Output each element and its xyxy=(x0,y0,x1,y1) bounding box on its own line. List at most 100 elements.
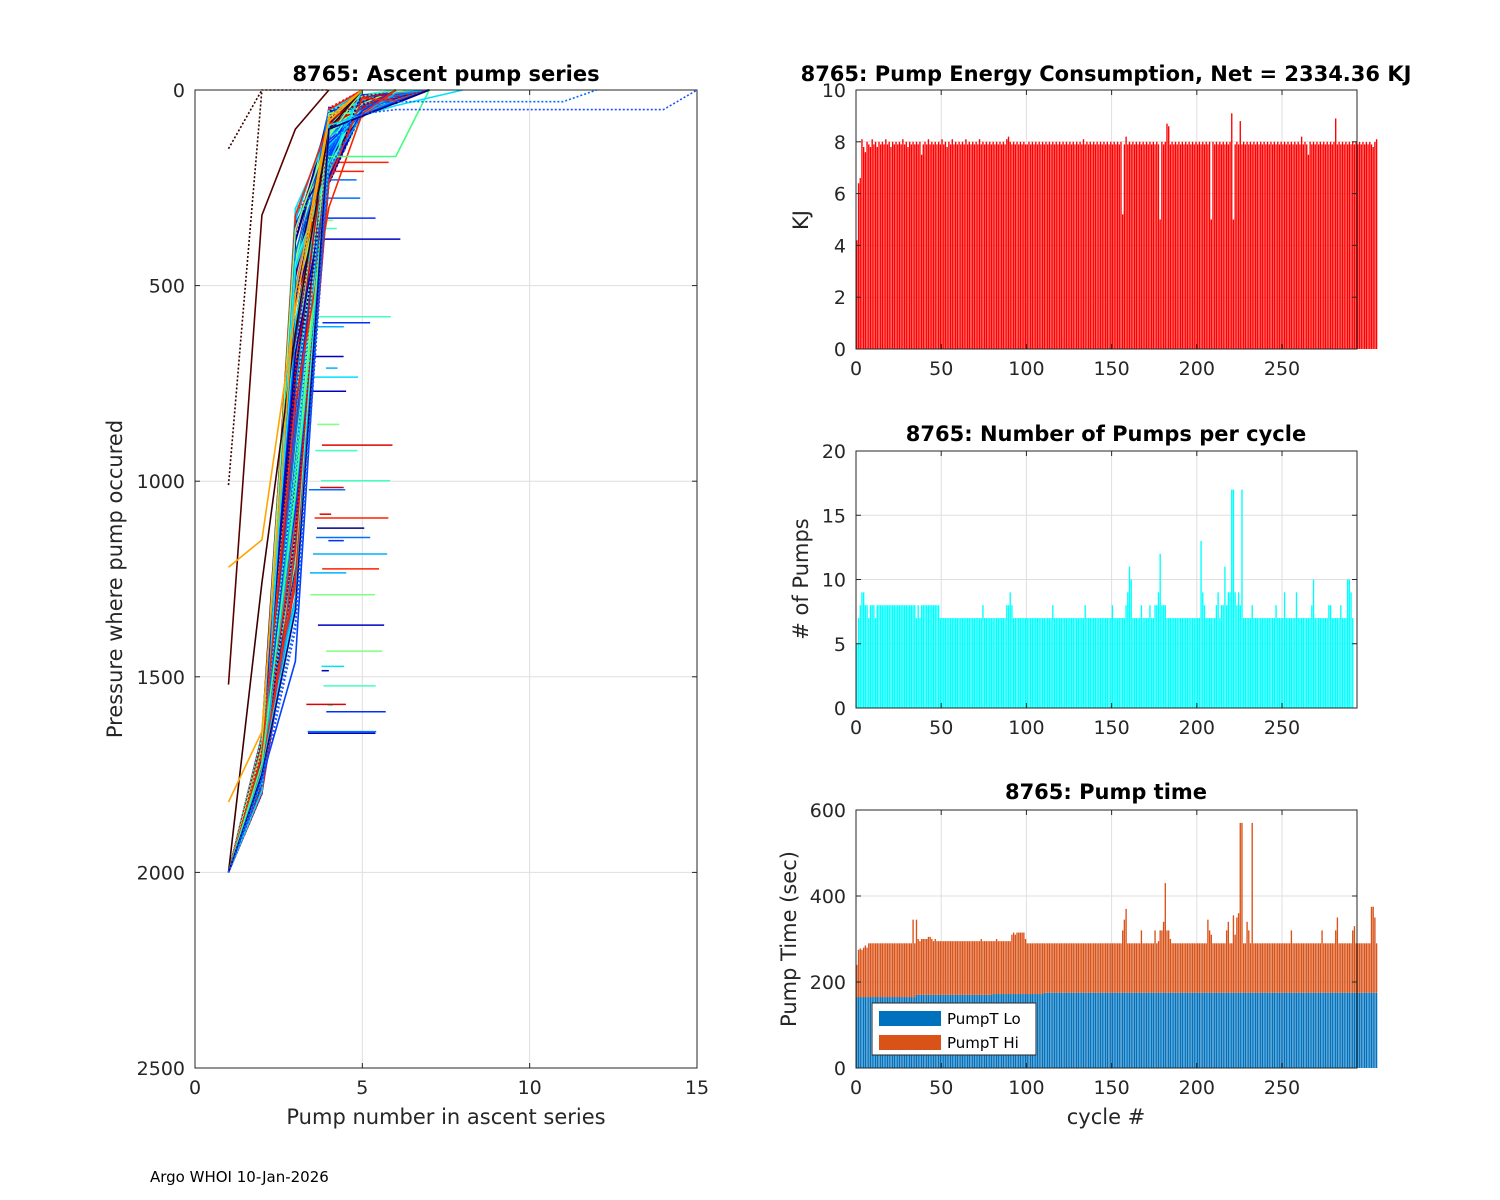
pumptime-hi-bar xyxy=(1098,943,1100,993)
pumptime-hi-bar xyxy=(1006,941,1008,995)
energy-bar xyxy=(1173,144,1175,349)
pumps-bar xyxy=(1224,566,1226,708)
energy-bar xyxy=(1191,141,1194,349)
pumptime-lo-bar xyxy=(1312,992,1315,1068)
pumps-bar xyxy=(1169,618,1172,708)
pumptime-hi-bar xyxy=(970,941,972,995)
pumps-bar xyxy=(1265,618,1267,708)
pumptime-hi-bar xyxy=(909,943,911,998)
pumps-ytick-label: 10 xyxy=(822,570,846,592)
pumptime-hi-bar xyxy=(1122,930,1124,993)
pumps-bar xyxy=(890,605,892,708)
pumptime-hi-bar xyxy=(1076,943,1078,993)
pumps-bar xyxy=(1043,618,1045,708)
energy-bar xyxy=(1052,141,1054,349)
pumptime-lo-bar xyxy=(1220,992,1223,1068)
pumptime-lo-bar xyxy=(1212,992,1214,1068)
pumptime-hi-bar xyxy=(1031,943,1034,995)
pumptime-hi-bar xyxy=(1038,943,1040,995)
pumps-bar xyxy=(891,605,894,708)
pumptime-lo-bar xyxy=(1181,992,1184,1068)
pumps-bar xyxy=(987,618,989,708)
energy-bar xyxy=(1283,141,1286,349)
pumps-bar xyxy=(874,618,877,708)
pumptime-hi-bar xyxy=(1145,943,1148,993)
energy-bar xyxy=(1229,141,1231,349)
energy-bar xyxy=(951,139,953,349)
energy-bar xyxy=(857,183,860,349)
energy-bar xyxy=(1011,144,1013,349)
pumptime-hi-bar xyxy=(1367,943,1369,993)
energy-bar xyxy=(1150,144,1153,349)
pumps-bar xyxy=(1072,618,1074,708)
energy-bar xyxy=(1140,144,1143,349)
pumptime-hi-bar xyxy=(1111,943,1114,993)
pumptime-lo-bar xyxy=(1176,992,1178,1068)
ascent-ytick-label: 1500 xyxy=(137,667,185,689)
pumptime-hi-bar xyxy=(1072,943,1074,993)
pumps-bar xyxy=(1067,618,1069,708)
energy-bar xyxy=(1161,141,1163,349)
pumptime-hi-bar xyxy=(990,941,993,995)
pumptime-hi-bar xyxy=(1271,943,1274,993)
pumps-bar xyxy=(982,605,984,708)
pumptime-hi-bar xyxy=(1212,943,1214,993)
pumps-bar xyxy=(1096,618,1098,708)
energy-bar xyxy=(1207,144,1209,349)
energy-bar xyxy=(881,141,884,349)
pumps-bar xyxy=(1094,618,1097,708)
energy-bar xyxy=(1157,144,1160,349)
energy-bar xyxy=(1040,144,1042,349)
energy-bar xyxy=(1007,136,1010,349)
pumps-bar xyxy=(1271,618,1274,708)
pumps-bar xyxy=(980,618,982,708)
pumptime-hi-bar xyxy=(983,941,986,995)
pumps-bar xyxy=(924,605,926,708)
pumptime-lo-bar xyxy=(1127,992,1129,1068)
pumptime-hi-bar xyxy=(992,941,994,995)
pumptime-hi-bar xyxy=(1171,943,1173,993)
pumps-bar xyxy=(953,618,955,708)
energy-bar xyxy=(1125,136,1127,349)
energy-bar xyxy=(874,141,877,349)
pumps-bar xyxy=(907,605,909,708)
pumps-bar xyxy=(1290,618,1293,708)
pumptime-lo-bar xyxy=(1343,992,1345,1068)
energy-bar xyxy=(1362,141,1364,349)
pumps-bar xyxy=(1140,605,1143,708)
pumps-bar xyxy=(1321,618,1323,708)
pumptime-lo-bar xyxy=(1043,992,1045,1068)
energy-bar xyxy=(1375,139,1378,349)
pumps-bar xyxy=(1052,605,1054,708)
pumptime-hi-bar xyxy=(893,943,896,998)
pumptime-lo-bar xyxy=(1195,992,1197,1068)
energy-bar xyxy=(902,139,904,349)
pumps-bar xyxy=(1350,592,1352,708)
pumps-bar xyxy=(1076,618,1078,708)
pumptime-hi-bar xyxy=(873,943,875,998)
pumps-bar xyxy=(1214,618,1216,708)
pumptime-hi-bar xyxy=(1348,943,1351,993)
pumptime-hi-bar xyxy=(1326,943,1328,993)
energy-bar xyxy=(912,141,914,349)
pumps-bar xyxy=(917,605,919,708)
pumptime-lo-bar xyxy=(1317,992,1320,1068)
pumptime-lo-bar xyxy=(1191,992,1194,1068)
pumptime-hi-bar xyxy=(929,936,931,995)
pumptime-lo-bar xyxy=(1375,992,1378,1068)
energy-bar xyxy=(1338,141,1340,349)
pumptime-hi-bar xyxy=(895,943,897,998)
energy-bar xyxy=(1036,144,1039,349)
pumptime-hi-bar xyxy=(958,941,960,995)
pumptime-hi-bar xyxy=(866,947,868,998)
pumps-bar xyxy=(1145,618,1148,708)
pumptime-hi-bar xyxy=(905,943,907,998)
pumptime-hi-bar xyxy=(856,964,858,998)
pumptime-hi-bar xyxy=(1127,943,1129,993)
pumptime-hi-bar xyxy=(915,919,918,995)
pumptime-hi-bar xyxy=(1343,943,1345,993)
pumptime-hi-bar xyxy=(917,939,919,995)
energy-bar xyxy=(975,141,977,349)
energy-bar xyxy=(1309,141,1311,349)
pumps-bar xyxy=(1220,605,1223,708)
